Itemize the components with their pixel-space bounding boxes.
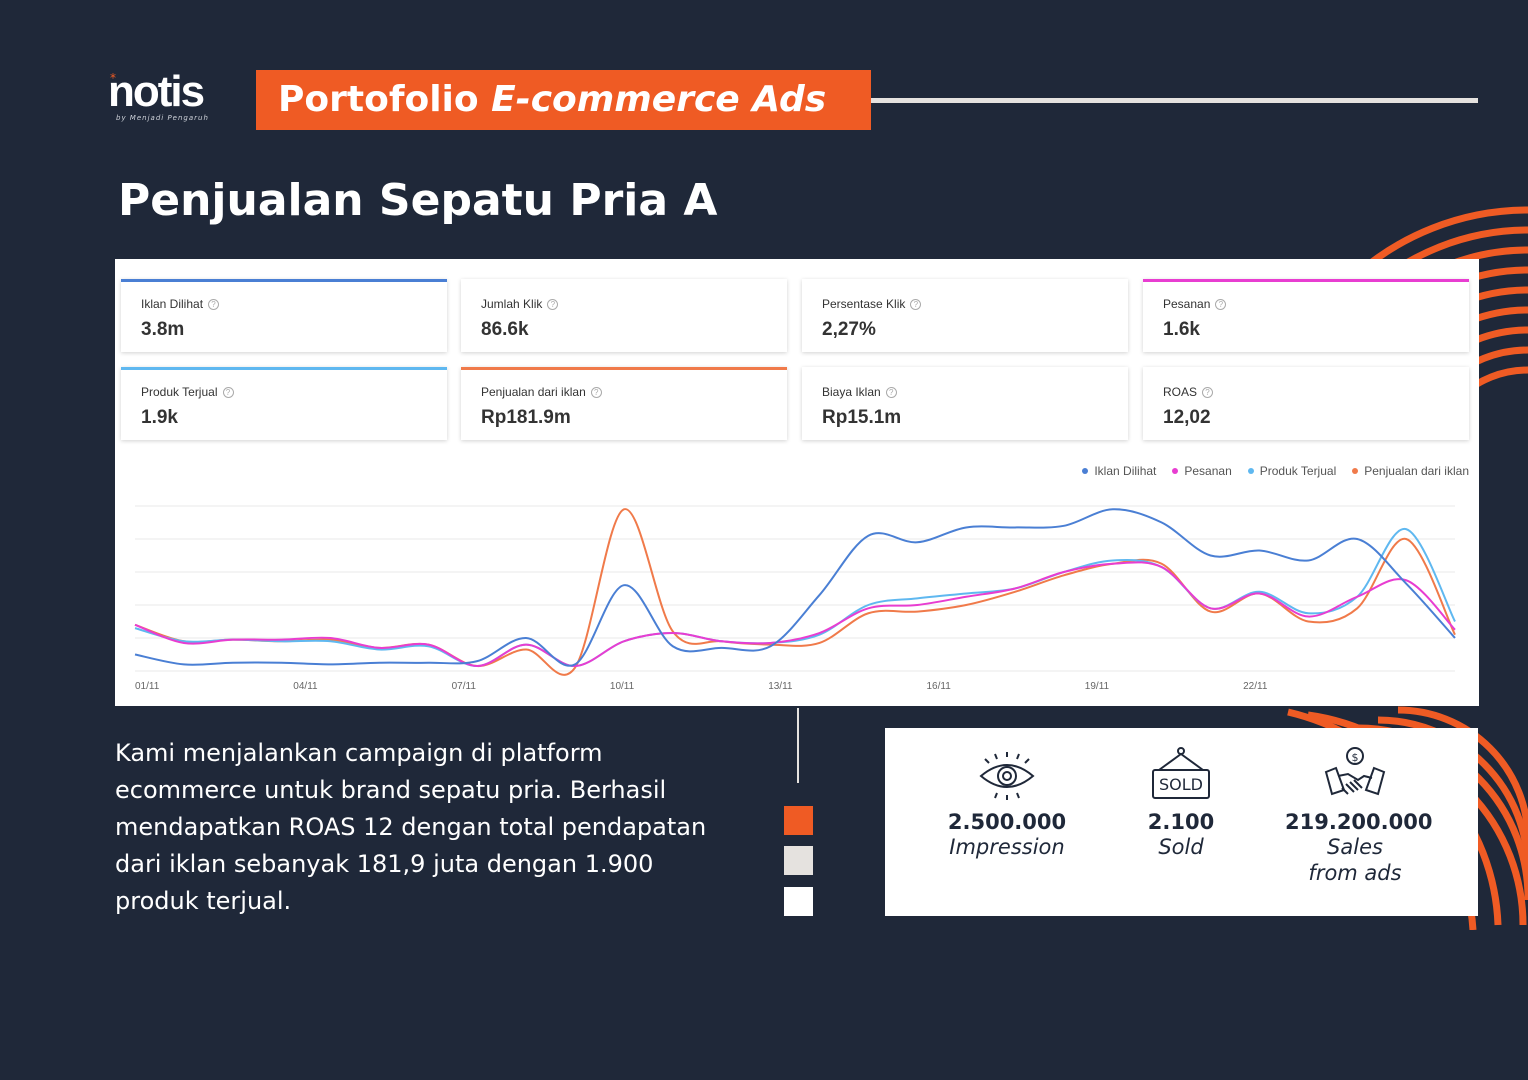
metric-label: Iklan Dilihat — [141, 297, 204, 311]
legend-dot — [1247, 468, 1254, 474]
header-title-emphasis: E-commerce Ads — [491, 79, 827, 120]
metric-label: Pesanan — [1163, 297, 1211, 311]
metric-card[interactable]: Persentase Klik? 2,27% — [802, 279, 1128, 352]
color-swatch — [784, 887, 813, 916]
legend-item[interactable]: Penjualan dari iklan — [1352, 464, 1469, 478]
metric-card[interactable]: Biaya Iklan? Rp15.1m — [802, 367, 1128, 440]
campaign-description: Kami menjalankan campaign di platform ec… — [115, 739, 707, 915]
line-chart: 01/11 04/11 07/11 10/11 13/11 16/11 19/11 22/11 — [134, 505, 1456, 692]
legend-label: Produk Terjual — [1259, 464, 1337, 478]
stat-value: 2.500.000 — [947, 810, 1067, 834]
stat-label: Impression — [949, 835, 1065, 859]
page-title: Penjualan Sepatu Pria A — [118, 175, 718, 226]
x-tick-label: 16/11 — [927, 681, 952, 692]
vertical-divider — [797, 708, 799, 783]
header-title-prefix: Portofolio — [278, 79, 492, 120]
svg-text:$: $ — [1352, 751, 1359, 764]
metric-label: Persentase Klik — [822, 297, 906, 311]
header-divider — [871, 98, 1478, 103]
metric-label: Jumlah Klik — [481, 297, 543, 311]
help-icon: ? — [590, 386, 602, 398]
sold-sign-icon: SOLD — [1152, 747, 1210, 799]
eye-icon — [979, 752, 1035, 800]
x-tick-label: 10/11 — [610, 681, 635, 692]
series-line — [134, 508, 1456, 667]
stats-card: 2.500.000 Impression SOLD 2.100 Sold $ — [885, 728, 1478, 916]
metric-value: Rp181.9m — [481, 407, 571, 428]
series-line — [134, 528, 1456, 668]
x-tick-label: 13/11 — [768, 681, 793, 692]
legend-dot — [1352, 468, 1359, 474]
header-banner: Portofolio E-commerce Ads — [256, 70, 871, 130]
x-tick-label: 22/11 — [1243, 681, 1268, 692]
stat-value: 2.100 — [1147, 810, 1215, 834]
legend-item[interactable]: Pesanan — [1172, 464, 1232, 478]
metric-value: 2,27% — [822, 319, 876, 340]
stat-impression: 2.500.000 Impression — [937, 750, 1077, 860]
legend-label: Iklan Dilihat — [1094, 464, 1157, 478]
legend-item[interactable]: Iklan Dilihat — [1082, 464, 1156, 478]
color-swatch — [784, 806, 813, 835]
metric-label: Produk Terjual — [141, 385, 218, 399]
legend-item[interactable]: Produk Terjual — [1247, 464, 1337, 478]
chart-legend: Iklan Dilihat Pesanan Produk Terjual Pen… — [1082, 464, 1469, 478]
stat-label: Sold — [1158, 835, 1204, 859]
help-icon: ? — [1215, 298, 1227, 310]
help-icon: ? — [885, 386, 897, 398]
logo-tagline: by Menjadi Pengaruh — [116, 114, 209, 122]
metric-value: Rp15.1m — [822, 407, 902, 428]
logo-word: notis — [108, 67, 205, 116]
metric-value: 3.8m — [141, 319, 185, 340]
help-icon: ? — [208, 298, 220, 310]
metric-value: 1.6k — [1163, 319, 1200, 340]
help-icon: ? — [222, 386, 234, 398]
help-icon: ? — [547, 298, 559, 310]
legend-label: Pesanan — [1184, 464, 1232, 478]
color-swatch — [784, 846, 813, 875]
metric-value: 1.9k — [141, 407, 178, 428]
dashboard-panel: Iklan Dilihat? 3.8m Jumlah Klik? 86.6k P… — [115, 259, 1479, 706]
x-tick-label: 07/11 — [452, 681, 477, 692]
metric-card[interactable]: Penjualan dari iklan? Rp181.9m — [461, 367, 787, 440]
metric-label: ROAS — [1163, 385, 1198, 399]
stat-value: 219.200.000 — [1285, 810, 1433, 834]
metric-card[interactable]: ROAS? 12,02 — [1143, 367, 1469, 440]
logo-spark-icon: * — [110, 71, 116, 85]
x-tick-label: 01/11 — [135, 681, 160, 692]
sold-sign-text: SOLD — [1159, 775, 1203, 794]
help-icon: ? — [910, 298, 922, 310]
x-tick-label: 19/11 — [1085, 681, 1110, 692]
brand-logo: * notis by Menjadi Pengaruh — [108, 70, 238, 130]
help-icon: ? — [1202, 386, 1214, 398]
metric-label: Biaya Iklan — [822, 385, 881, 399]
stat-sold: SOLD 2.100 Sold — [1131, 746, 1231, 860]
legend-dot — [1172, 468, 1179, 474]
stat-sales: $ 219.200.000 Sales from ads — [1285, 746, 1433, 886]
metric-card[interactable]: Pesanan? 1.6k — [1143, 279, 1469, 352]
series-line — [134, 561, 1456, 668]
metric-value: 12,02 — [1163, 407, 1211, 428]
legend-dot — [1082, 468, 1089, 474]
metric-card[interactable]: Iklan Dilihat? 3.8m — [121, 279, 447, 352]
metric-card[interactable]: Jumlah Klik? 86.6k — [461, 279, 787, 352]
metric-label: Penjualan dari iklan — [481, 385, 586, 399]
metric-card[interactable]: Produk Terjual? 1.9k — [121, 367, 447, 440]
x-tick-label: 04/11 — [293, 681, 318, 692]
metric-value: 86.6k — [481, 319, 529, 340]
legend-label: Penjualan dari iklan — [1364, 464, 1469, 478]
handshake-icon: $ — [1324, 747, 1386, 796]
stat-label: Sales from ads — [1308, 835, 1402, 885]
